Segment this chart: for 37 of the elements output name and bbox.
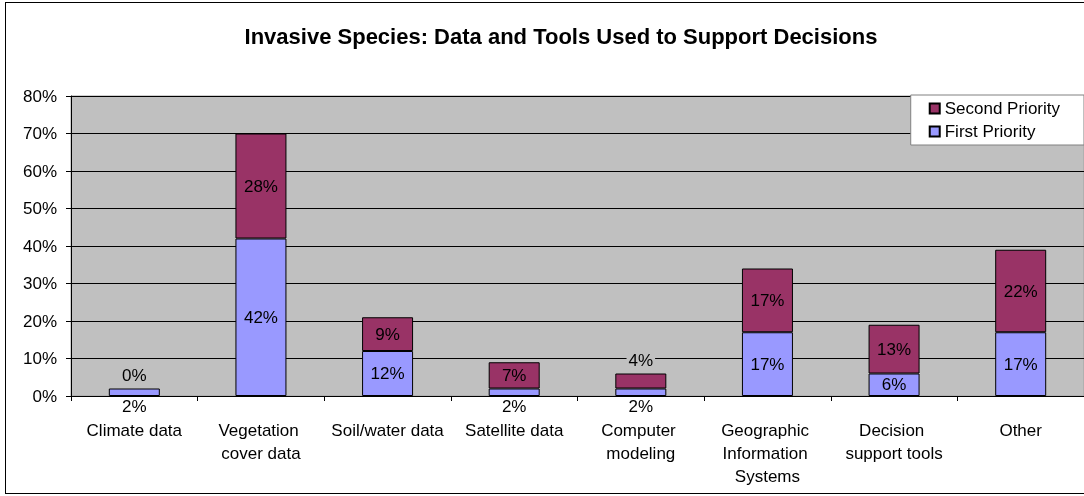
x-tick-label: Vegetation cover data bbox=[218, 421, 304, 463]
x-tick-label: Computer modeling bbox=[601, 421, 681, 463]
data-label: 2% bbox=[628, 397, 654, 416]
y-tick-label: 80% bbox=[22, 86, 57, 106]
bar bbox=[108, 388, 160, 396]
legend-label: Second Priority bbox=[944, 99, 1061, 118]
x-tick-label: Other bbox=[999, 421, 1043, 440]
data-label: 4% bbox=[628, 350, 654, 370]
data-label: 22% bbox=[1003, 281, 1038, 301]
data-label: 42% bbox=[243, 307, 278, 327]
data-label: 2% bbox=[122, 397, 147, 416]
data-label: 12% bbox=[370, 364, 405, 383]
data-label: 7% bbox=[501, 365, 527, 385]
y-tick-label: 30% bbox=[22, 274, 57, 293]
chart-title: Invasive Species: Data and Tools Used to Support Decisions bbox=[244, 23, 878, 49]
data-label: 28% bbox=[243, 176, 278, 196]
data-label: 17% bbox=[1003, 354, 1038, 374]
data-label: 13% bbox=[877, 339, 912, 359]
y-tick-label: 50% bbox=[22, 199, 57, 218]
y-tick-label: 60% bbox=[22, 161, 57, 181]
data-label: 0% bbox=[122, 365, 147, 385]
y-tick-label: 40% bbox=[22, 236, 57, 256]
y-tick-label: 10% bbox=[22, 349, 57, 368]
y-tick-label: 70% bbox=[22, 124, 57, 143]
data-label: 9% bbox=[375, 324, 400, 344]
data-label: 17% bbox=[750, 290, 785, 310]
y-tick-label: 20% bbox=[22, 311, 57, 331]
x-tick-label: Climate data bbox=[86, 421, 183, 440]
x-tick-label: Satellite data bbox=[465, 421, 564, 440]
x-tick-label: Decision support tools bbox=[845, 421, 943, 463]
x-tick-label: Soil/water data bbox=[331, 421, 445, 440]
x-tick-label: Geographic Information Systems bbox=[721, 421, 814, 486]
data-label: 2% bbox=[501, 397, 527, 416]
legend-label: First Priority bbox=[944, 122, 1036, 141]
y-tick-label: 0% bbox=[32, 386, 57, 406]
data-label: 17% bbox=[750, 354, 785, 374]
data-label: 6% bbox=[881, 375, 907, 395]
